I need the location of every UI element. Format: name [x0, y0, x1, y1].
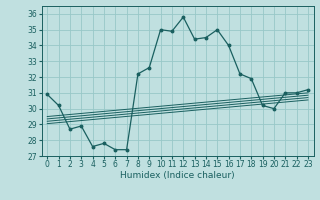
X-axis label: Humidex (Indice chaleur): Humidex (Indice chaleur) — [120, 171, 235, 180]
